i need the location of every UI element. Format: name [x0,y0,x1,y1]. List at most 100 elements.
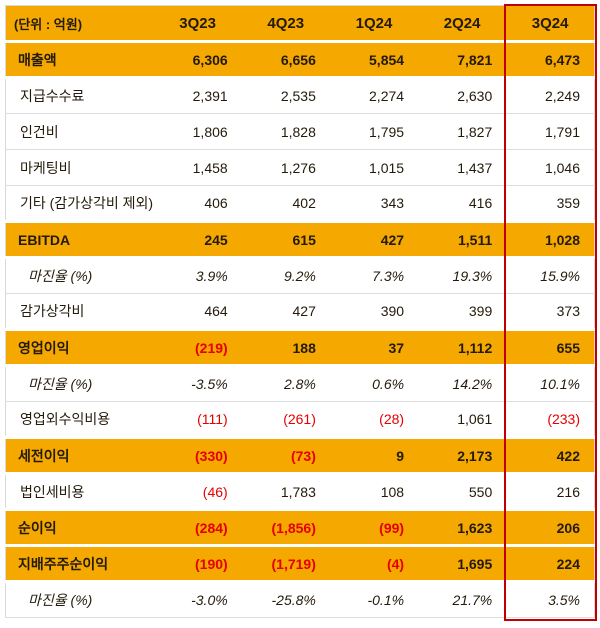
row-label: EBITDA [5,220,154,259]
cell-value: 108 [329,473,419,510]
cell-value: 402 [241,185,330,222]
row-label: 감가상각비 [5,293,154,330]
row-label: 매출액 [5,40,154,79]
unit-label: (단위 : 억원) [5,5,154,43]
table-row: 지급수수료 2,391 2,535 2,274 2,630 2,249 [5,77,595,114]
cell-value: 1,828 [241,113,330,150]
row-label: 마진율 (%) [5,257,154,294]
cell-value: 10.1% [506,365,595,402]
cell-value: (28) [329,401,419,438]
cell-value: 19.3% [418,257,507,294]
cell-value: 216 [506,473,595,510]
cell-value: 427 [329,220,419,259]
cell-value: 1,015 [329,149,419,186]
cell-value: -3.5% [153,365,242,402]
data-table: (단위 : 억원) 3Q23 4Q23 1Q24 2Q24 3Q24 매출액 6,306 6… [5,5,595,618]
cell-value: 1,511 [418,220,507,259]
cell-value: 6,306 [153,40,242,79]
cell-value: (219) [153,328,242,367]
cell-value: 1,046 [506,149,595,186]
cell-value: 21.7% [418,581,507,618]
cell-value: 2,630 [418,77,507,114]
cell-value: 464 [153,293,242,330]
cell-value: 2,173 [418,436,507,475]
table-row: 마케팅비 1,458 1,276 1,015 1,437 1,046 [5,149,595,186]
row-label: 세전이익 [5,436,154,475]
cell-value: 655 [506,328,595,367]
table-row: 세전이익 (330) (73) 9 2,173 422 [5,436,595,475]
column-header-4q23: 4Q23 [241,5,330,43]
cell-value: 224 [506,544,595,583]
cell-value: 373 [506,293,595,330]
cell-value: -25.8% [241,581,330,618]
cell-value: (261) [241,401,330,438]
table-row: 마진율 (%) -3.0% -25.8% -0.1% 21.7% 3.5% [5,581,595,618]
cell-value: 2,249 [506,77,595,114]
table-row: 지배주주순이익 (190) (1,719) (4) 1,695 224 [5,544,595,583]
cell-value: 9.2% [241,257,330,294]
table-row: 기타 (감가상각비 제외) 406 402 343 416 359 [5,185,595,222]
cell-value: 1,061 [418,401,507,438]
table-body: 매출액 6,306 6,656 5,854 7,821 6,473 지급수수료 2,391 2,… [5,40,595,618]
cell-value: (99) [329,508,419,547]
cell-value: 2.8% [241,365,330,402]
cell-value: 343 [329,185,419,222]
cell-value: (1,856) [241,508,330,547]
cell-value: (73) [241,436,330,475]
column-header-3q23: 3Q23 [153,5,242,43]
cell-value: -0.1% [329,581,419,618]
row-label: 마케팅비 [5,149,154,186]
cell-value: 7,821 [418,40,507,79]
cell-value: 427 [241,293,330,330]
row-label: 기타 (감가상각비 제외) [5,185,154,222]
cell-value: 5,854 [329,40,419,79]
cell-value: 1,112 [418,328,507,367]
cell-value: 1,028 [506,220,595,259]
cell-value: (4) [329,544,419,583]
cell-value: 1,795 [329,113,419,150]
cell-value: 245 [153,220,242,259]
row-label: 마진율 (%) [5,365,154,402]
table-row: 매출액 6,306 6,656 5,854 7,821 6,473 [5,40,595,79]
cell-value: 1,791 [506,113,595,150]
cell-value: 1,827 [418,113,507,150]
cell-value: (284) [153,508,242,547]
table-row: 감가상각비 464 427 390 399 373 [5,293,595,330]
cell-value: -3.0% [153,581,242,618]
cell-value: 422 [506,436,595,475]
cell-value: 1,695 [418,544,507,583]
table-row: 인건비 1,806 1,828 1,795 1,827 1,791 [5,113,595,150]
cell-value: (190) [153,544,242,583]
cell-value: 1,623 [418,508,507,547]
row-label: 지배주주순이익 [5,544,154,583]
cell-value: (1,719) [241,544,330,583]
cell-value: 0.6% [329,365,419,402]
cell-value: (233) [506,401,595,438]
table-row: 법인세비용 (46) 1,783 108 550 216 [5,473,595,510]
table-header: (단위 : 억원) 3Q23 4Q23 1Q24 2Q24 3Q24 [5,5,595,43]
row-label: 인건비 [5,113,154,150]
cell-value: 390 [329,293,419,330]
cell-value: 406 [153,185,242,222]
cell-value: 3.9% [153,257,242,294]
cell-value: 2,274 [329,77,419,114]
header-row: (단위 : 억원) 3Q23 4Q23 1Q24 2Q24 3Q24 [5,5,595,43]
cell-value: 6,473 [506,40,595,79]
row-label: 지급수수료 [5,77,154,114]
row-label: 영업이익 [5,328,154,367]
cell-value: 399 [418,293,507,330]
table-row: 마진율 (%) 3.9% 9.2% 7.3% 19.3% 15.9% [5,257,595,294]
cell-value: 7.3% [329,257,419,294]
table-row: 순이익 (284) (1,856) (99) 1,623 206 [5,508,595,547]
table-row: EBITDA 245 615 427 1,511 1,028 [5,220,595,259]
cell-value: 550 [418,473,507,510]
cell-value: 1,783 [241,473,330,510]
cell-value: 1,437 [418,149,507,186]
cell-value: 37 [329,328,419,367]
row-label: 법인세비용 [5,473,154,510]
cell-value: (111) [153,401,242,438]
cell-value: 206 [506,508,595,547]
row-label: 마진율 (%) [5,581,154,618]
cell-value: 1,276 [241,149,330,186]
